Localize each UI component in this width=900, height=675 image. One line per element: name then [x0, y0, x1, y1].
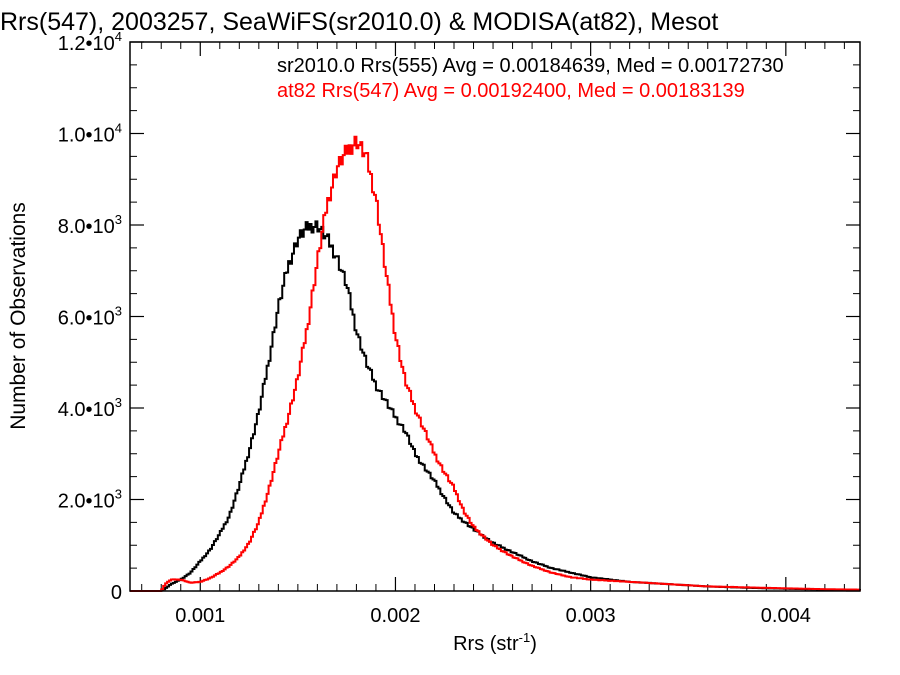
y-tick-label: 8.0•103	[58, 212, 122, 238]
x-axis-label-end: )	[530, 633, 537, 655]
y-tick-label: 2.0•103	[58, 487, 122, 513]
y-tick-label: 1.0•104	[58, 121, 122, 147]
legend: sr2010.0 Rrs(555) Avg = 0.00184639, Med …	[277, 55, 784, 102]
x-tick-label: 0.001	[175, 605, 225, 627]
x-axis-label-main: Rrs (str	[453, 633, 519, 655]
x-axis-label-exponent: -1	[519, 630, 531, 645]
series-line-2	[130, 135, 861, 592]
y-tick-label: 0	[111, 582, 122, 604]
x-tick-label: 0.003	[566, 605, 616, 627]
x-axis-ticks: 0.001 0.002 0.003 0.004	[141, 42, 845, 627]
y-tick-label: 4.0•103	[58, 395, 122, 421]
x-tick-label: 0.004	[761, 605, 811, 627]
chart-title: Rrs(547), 2003257, SeaWiFS(sr2010.0) & M…	[0, 8, 718, 36]
series-layer	[130, 135, 861, 592]
y-tick-label: 1.2•104	[58, 29, 122, 55]
series-line-1	[130, 220, 861, 592]
x-axis-label: Rrs (str-1)	[453, 630, 537, 655]
x-tick-label: 0.002	[370, 605, 420, 627]
legend-entry-1: sr2010.0 Rrs(555) Avg = 0.00184639, Med …	[277, 55, 784, 77]
legend-entry-2: at82 Rrs(547) Avg = 0.00192400, Med = 0.…	[277, 80, 745, 102]
plot-frame	[129, 41, 861, 592]
y-axis-label: Number of Observations	[7, 202, 30, 430]
y-tick-label: 6.0•103	[58, 304, 122, 330]
